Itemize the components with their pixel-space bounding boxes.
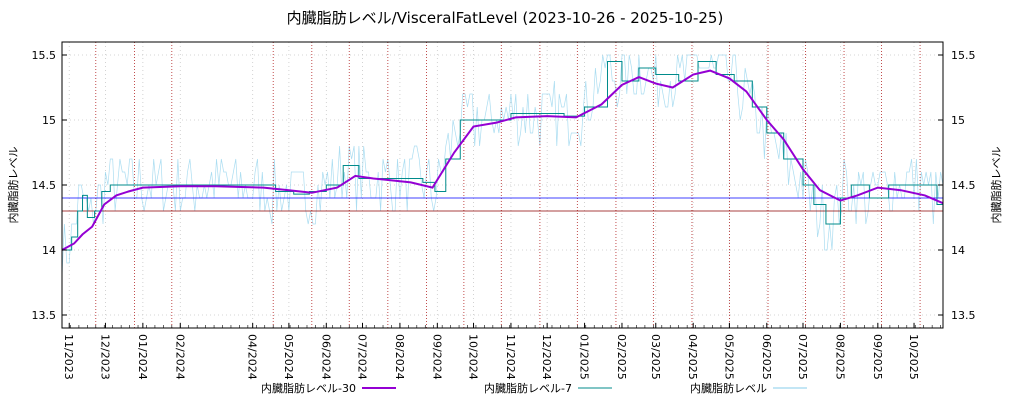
series-30-line [61, 69, 944, 251]
y-tick-label-right: 14 [951, 244, 965, 257]
x-tick-label: 01/2025 [578, 334, 591, 380]
x-tick-label: 11/2023 [62, 334, 75, 380]
x-tick-label: 10/2025 [907, 334, 920, 380]
x-tick-label: 07/2025 [796, 334, 809, 380]
x-tick-label: 12/2024 [540, 334, 553, 380]
raw-series [61, 54, 944, 277]
x-tick-label: 06/2025 [760, 334, 773, 380]
x-ticks: 11/2023 12/2023 01/2024 02/2024 04/2024 05/20… [61, 323, 941, 380]
y-tick-label-right: 15.5 [951, 49, 976, 62]
y-axis-label-left: 内臓脂肪レベル [6, 147, 20, 224]
x-tick-label: 08/2025 [833, 334, 846, 380]
y-tick-label-left: 14.5 [32, 179, 57, 192]
x-tick-label: 09/2024 [430, 334, 443, 380]
x-tick-label: 08/2024 [393, 334, 406, 380]
reference-lines [62, 197, 943, 212]
x-tick-label: 04/2024 [246, 334, 259, 380]
series-7-line [62, 61, 944, 251]
x-tick-label: 05/2025 [722, 334, 735, 380]
legend-label: 内臓脂肪レベル-30 [261, 381, 356, 395]
x-tick-label: 12/2023 [98, 334, 111, 380]
y-tick-label-left: 14 [42, 244, 56, 257]
y-ticks: 13.5 13.5 14 14 14.5 14.5 15 15 15.5 15.5 [32, 49, 976, 322]
x-tick-label: 06/2024 [319, 334, 332, 380]
series-lines [61, 61, 944, 251]
chart-title: 内臓脂肪レベル/VisceralFatLevel (2023-10-26 - 2… [287, 9, 724, 27]
x-tick-label: 02/2025 [615, 334, 628, 380]
x-tick-label: 03/2025 [649, 334, 662, 380]
y-tick-label-left: 15 [42, 114, 56, 127]
legend-label: 内臓脂肪レベル [690, 381, 767, 395]
y-tick-label-right: 15 [951, 114, 965, 127]
y-tick-label-right: 13.5 [951, 309, 976, 322]
x-tick-label: 10/2024 [467, 334, 480, 380]
raw-series-line [61, 54, 944, 277]
legend: 内臓脂肪レベル-30 内臓脂肪レベル-7 内臓脂肪レベル [261, 381, 807, 395]
legend-label: 内臓脂肪レベル-7 [484, 381, 572, 395]
x-tick-label: 01/2024 [136, 334, 149, 380]
x-tick-label: 04/2025 [686, 334, 699, 380]
y-tick-label-left: 15.5 [32, 49, 57, 62]
y-axis-label-right: 内臓脂肪レベル [989, 147, 1003, 224]
x-tick-label: 09/2025 [871, 334, 884, 380]
x-tick-label: 11/2024 [504, 334, 517, 380]
x-tick-label: 05/2024 [282, 334, 295, 380]
x-tick-label: 07/2024 [356, 334, 369, 380]
y-tick-label-left: 13.5 [32, 309, 57, 322]
x-tick-label: 02/2024 [173, 334, 186, 380]
y-tick-label-right: 14.5 [951, 179, 976, 192]
